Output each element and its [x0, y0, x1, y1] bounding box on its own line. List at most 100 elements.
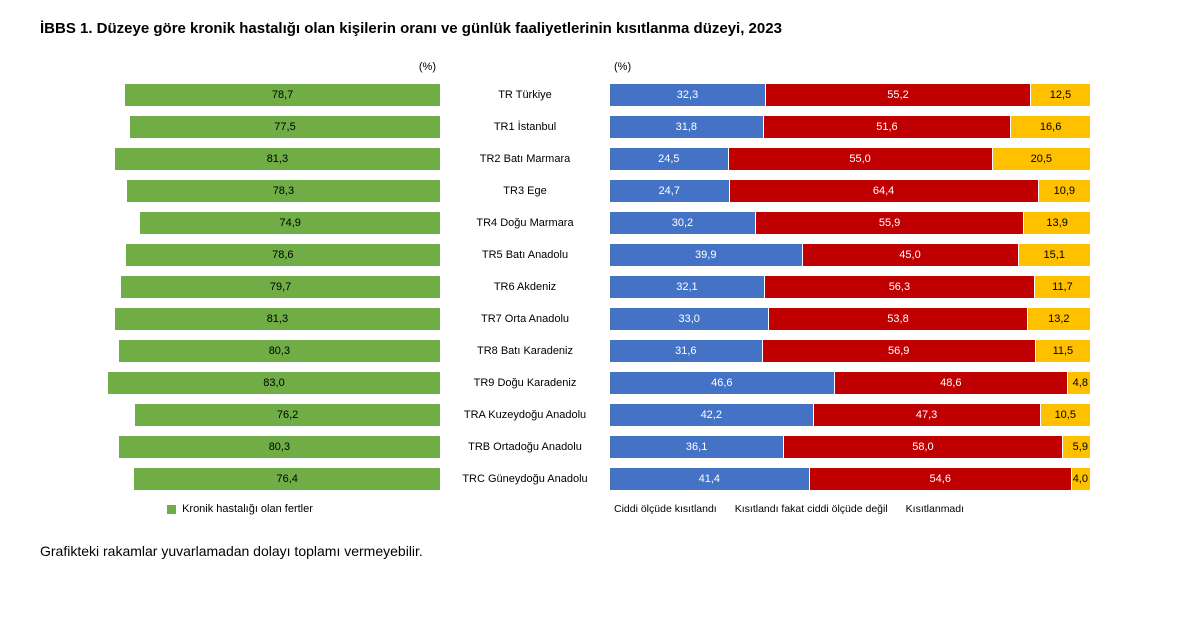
segment-value: 42,2 [701, 409, 722, 421]
left-bar-row: 79,7 [40, 271, 440, 303]
right-legend: Ciddi ölçüde kısıtlandı Kısıtlandı fakat… [610, 503, 1090, 515]
severe-segment: 36,1 [610, 436, 783, 458]
left-bar-value: 83,0 [263, 377, 284, 389]
severe-segment: 32,3 [610, 84, 765, 106]
segment-value: 10,5 [1055, 409, 1076, 421]
region-label: TR7 Orta Anadolu [440, 303, 610, 335]
left-bar-value: 77,5 [274, 121, 295, 133]
severe-legend-label: Ciddi ölçüde kısıtlandı [614, 503, 717, 515]
stacked-bar-row: 36,1 58,0 5,9 [610, 431, 1090, 463]
left-chart: (%) 78,7 77,5 81,3 78,3 74,9 78,6 79,7 81,3 80,3… [40, 61, 440, 515]
left-bar-row: 74,9 [40, 207, 440, 239]
stacked-bar-row: 30,255,913,9 [610, 207, 1090, 239]
severe-segment: 46,6 [610, 372, 834, 394]
segment-value: 12,5 [1050, 89, 1071, 101]
segment-value: 16,6 [1040, 121, 1061, 133]
left-bar-value: 78,6 [272, 249, 293, 261]
segment-value: 36,1 [686, 441, 707, 453]
region-label: TRC Güneydoğu Anadolu [440, 463, 610, 495]
left-bar: 80,3 [119, 436, 440, 458]
none-segment: 20,5 [992, 148, 1090, 170]
left-bar-value: 79,7 [270, 281, 291, 293]
region-label: TR9 Doğu Karadeniz [440, 367, 610, 399]
stacked-bar-row: 42,247,310,5 [610, 399, 1090, 431]
left-bar: 77,5 [130, 116, 440, 138]
none-segment: 13,2 [1027, 308, 1090, 330]
segment-value: 58,0 [912, 441, 933, 453]
left-bar: 81,3 [115, 148, 440, 170]
segment-value: 10,9 [1054, 185, 1075, 197]
segment-value: 55,2 [887, 89, 908, 101]
segment-value: 13,2 [1048, 313, 1069, 325]
left-bar: 80,3 [119, 340, 440, 362]
region-label: TR4 Doğu Marmara [440, 207, 610, 239]
stacked-bar-row: 39,9 45,0 15,1 [610, 239, 1090, 271]
segment-value: 56,9 [888, 345, 909, 357]
chart-container: (%) 78,7 77,5 81,3 78,3 74,9 78,6 79,7 81,3 80,3… [40, 61, 1160, 515]
left-bar-row: 81,3 [40, 303, 440, 335]
segment-value: 11,5 [1053, 345, 1074, 357]
left-bar: 83,0 [108, 372, 440, 394]
left-bar-value: 80,3 [269, 441, 290, 453]
severe-segment: 24,5 [610, 148, 728, 170]
region-label: TR2 Batı Marmara [440, 143, 610, 175]
left-bar-value: 81,3 [267, 313, 288, 325]
none-segment: 12,5 [1030, 84, 1090, 106]
segment-value: 41,4 [699, 473, 720, 485]
moderate-segment: 55,0 [728, 148, 992, 170]
segment-value: 39,9 [695, 249, 716, 261]
segment-value: 20,5 [1031, 153, 1052, 165]
segment-value: 45,0 [899, 249, 920, 261]
left-legend-swatch [167, 505, 176, 514]
region-label: TR5 Batı Anadolu [440, 239, 610, 271]
left-bar-row: 78,3 [40, 175, 440, 207]
severe-segment: 31,6 [610, 340, 762, 362]
moderate-segment: 48,6 [834, 372, 1067, 394]
none-segment: 11,7 [1034, 276, 1090, 298]
stacked-bar-row: 41,454,64,0 [610, 463, 1090, 495]
left-bar: 76,2 [135, 404, 440, 426]
left-bar: 78,3 [127, 180, 440, 202]
none-segment: 11,5 [1035, 340, 1090, 362]
left-axis-label: (%) [40, 61, 440, 79]
severe-segment: 42,2 [610, 404, 813, 426]
region-label: TR Türkiye [440, 79, 610, 111]
segment-value: 24,7 [659, 185, 680, 197]
none-segment: 10,9 [1038, 180, 1090, 202]
region-label: TR6 Akdeniz [440, 271, 610, 303]
none-segment: 5,9 [1062, 436, 1090, 458]
left-bar-row: 78,6 [40, 239, 440, 271]
moderate-segment: 56,3 [764, 276, 1034, 298]
segment-value: 15,1 [1044, 249, 1065, 261]
none-segment: 13,9 [1023, 212, 1090, 234]
stacked-bar-row: 32,1 56,311,7 [610, 271, 1090, 303]
moderate-segment: 51,6 [763, 116, 1011, 138]
left-bar-value: 76,2 [277, 409, 298, 421]
segment-value: 33,0 [678, 313, 699, 325]
segment-value: 51,6 [876, 121, 897, 133]
segment-value: 55,9 [879, 217, 900, 229]
segment-value: 31,8 [676, 121, 697, 133]
stacked-bar-row: 31,8 51,6 16,6 [610, 111, 1090, 143]
left-bar-value: 80,3 [269, 345, 290, 357]
segment-value: 32,1 [676, 281, 697, 293]
left-bar: 74,9 [140, 212, 440, 234]
none-segment: 10,5 [1040, 404, 1090, 426]
severe-segment: 41,4 [610, 468, 809, 490]
stacked-bar-row: 24,7 64,4 10,9 [610, 175, 1090, 207]
stacked-bar-row: 31,6 56,9 11,5 [610, 335, 1090, 367]
moderate-segment: 53,8 [768, 308, 1026, 330]
segment-value: 24,5 [658, 153, 679, 165]
none-legend-label: Kısıtlanmadı [906, 503, 964, 515]
left-bar-row: 78,7 [40, 79, 440, 111]
segment-value: 64,4 [873, 185, 894, 197]
none-segment: 4,8 [1067, 372, 1090, 394]
segment-value: 32,3 [677, 89, 698, 101]
segment-value: 46,6 [711, 377, 732, 389]
moderate-segment: 55,2 [765, 84, 1030, 106]
stacked-bar-row: 32,3 55,2 12,5 [610, 79, 1090, 111]
moderate-segment: 55,9 [755, 212, 1023, 234]
left-bar-row: 83,0 [40, 367, 440, 399]
right-axis-label: (%) [610, 61, 1090, 79]
left-bar-row: 76,4 [40, 463, 440, 495]
